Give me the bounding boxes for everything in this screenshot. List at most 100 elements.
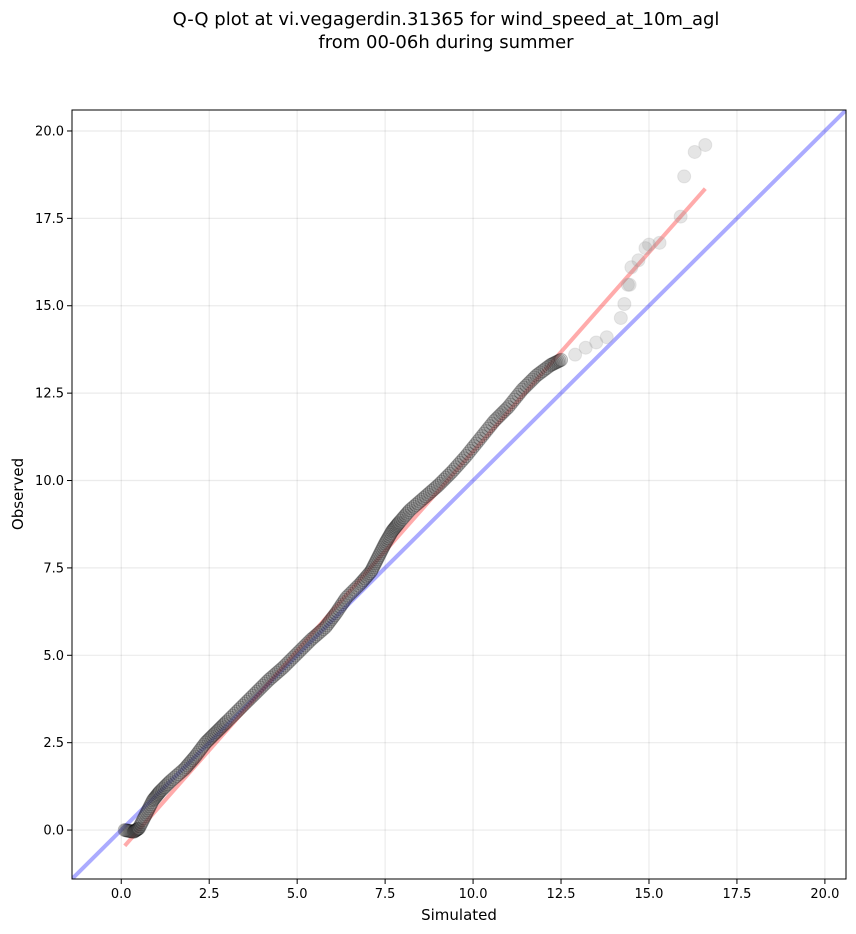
x-tick-label: 10.0 xyxy=(459,887,488,902)
qq-point xyxy=(278,658,293,673)
qq-point xyxy=(169,768,184,783)
y-tick-label: 2.5 xyxy=(43,736,64,751)
qq-point xyxy=(446,462,461,477)
qq-point xyxy=(237,696,252,711)
qq-point xyxy=(192,743,207,758)
qq-point xyxy=(368,556,383,571)
qq-point xyxy=(513,385,528,400)
qq-point xyxy=(467,439,482,454)
x-tick-label: 15.0 xyxy=(635,887,664,902)
qq-point xyxy=(507,392,522,407)
qq-point xyxy=(457,451,472,466)
qq-point xyxy=(133,817,148,832)
qq-tail-point xyxy=(624,260,639,275)
qq-point xyxy=(306,630,321,645)
qq-tail-point xyxy=(617,296,632,311)
qq-point xyxy=(218,716,233,731)
qq-point xyxy=(334,597,349,612)
qq-point xyxy=(308,629,323,644)
qq-point xyxy=(292,644,307,659)
qq-point xyxy=(521,376,536,391)
qq-point xyxy=(432,476,447,491)
qq-point xyxy=(442,466,457,481)
qq-point xyxy=(125,824,140,839)
qq-point xyxy=(201,732,216,747)
qq-point xyxy=(356,573,371,588)
qq-point xyxy=(186,751,201,766)
qq-point xyxy=(321,616,336,631)
qq-point xyxy=(549,355,564,370)
qq-point xyxy=(322,614,337,629)
qq-point xyxy=(517,380,532,395)
qq-point xyxy=(444,464,459,479)
qq-point xyxy=(140,803,155,818)
qq-point xyxy=(126,824,141,839)
qq-point xyxy=(288,648,303,663)
qq-point xyxy=(251,682,266,697)
qq-point xyxy=(268,667,283,682)
y-tick-label: 10.0 xyxy=(35,474,64,489)
qq-point xyxy=(541,359,556,374)
qq-point xyxy=(272,664,287,679)
qq-point xyxy=(262,672,277,687)
x-tick-label: 5.0 xyxy=(287,887,308,902)
qq-point xyxy=(358,571,373,586)
qq-point xyxy=(465,441,480,456)
y-tick-label: 17.5 xyxy=(35,212,64,227)
qq-point xyxy=(495,406,510,421)
qq-point xyxy=(372,548,387,563)
qq-point xyxy=(134,815,149,830)
qq-tail-point xyxy=(631,253,646,268)
qq-point xyxy=(399,506,414,521)
qq-point xyxy=(339,590,354,605)
qq-point xyxy=(185,753,200,768)
qq-point xyxy=(143,797,158,812)
qq-point xyxy=(505,395,520,410)
qq-point xyxy=(434,474,449,489)
qq-point xyxy=(448,460,463,475)
qq-tail-point xyxy=(698,137,713,152)
qq-point xyxy=(144,795,159,810)
qq-point xyxy=(203,731,218,746)
qq-point xyxy=(204,729,219,744)
qq-point xyxy=(371,550,386,565)
qq-point xyxy=(347,582,362,597)
qq-point xyxy=(365,562,380,577)
qq-point xyxy=(369,554,384,569)
qq-point xyxy=(130,822,145,837)
qq-point xyxy=(374,544,389,559)
qq-point xyxy=(188,749,203,764)
qq-point xyxy=(302,634,317,649)
qq-point xyxy=(163,774,178,789)
qq-point xyxy=(225,708,240,723)
qq-point xyxy=(537,362,552,377)
qq-point xyxy=(381,531,396,546)
qq-point xyxy=(359,569,374,584)
qq-point xyxy=(473,431,488,446)
qq-point xyxy=(469,436,484,451)
qq-point xyxy=(373,546,388,561)
qq-point xyxy=(131,821,146,836)
qq-point xyxy=(527,370,542,385)
qq-point xyxy=(241,692,256,707)
qq-point xyxy=(436,472,451,487)
qq-point xyxy=(402,503,417,518)
qq-point xyxy=(191,745,206,760)
qq-point xyxy=(155,781,170,796)
y-tick-label: 12.5 xyxy=(35,387,64,402)
qq-point xyxy=(253,680,268,695)
qq-point xyxy=(393,513,408,528)
qq-point xyxy=(493,408,508,423)
qq-point xyxy=(385,524,400,539)
qq-point xyxy=(160,777,175,792)
qq-point xyxy=(459,449,474,464)
qq-point xyxy=(420,487,435,502)
qq-tail-point xyxy=(589,335,604,350)
qq-point xyxy=(165,772,180,787)
qq-point xyxy=(533,365,548,380)
qq-point xyxy=(213,720,228,735)
qq-point xyxy=(276,660,291,675)
qq-point xyxy=(511,387,526,402)
qq-point xyxy=(146,792,161,807)
